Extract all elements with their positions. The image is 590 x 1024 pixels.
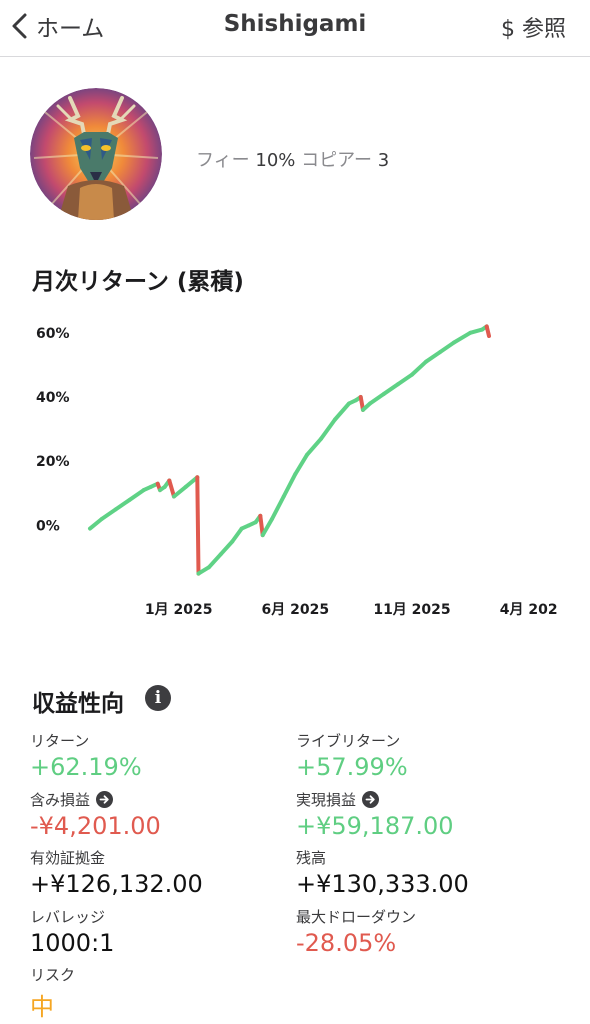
stat-label: 含み損益 bbox=[30, 789, 161, 810]
stat-item: 最大ドローダウン -28.05% bbox=[296, 906, 416, 957]
stat-value: +57.99% bbox=[296, 753, 408, 781]
stat-item: リターン +62.19% bbox=[30, 730, 142, 781]
stat-item: 有効証拠金 +¥126,132.00 bbox=[30, 847, 203, 898]
return-line-segment bbox=[305, 436, 323, 457]
stat-label-text: ライブリターン bbox=[296, 732, 401, 750]
y-tick-label: 40% bbox=[36, 390, 70, 406]
return-line-segment bbox=[333, 401, 351, 422]
return-line-segment bbox=[410, 359, 428, 377]
page-title: Shishigami bbox=[223, 11, 367, 37]
return-line-segment bbox=[319, 417, 337, 441]
reference-button[interactable]: $ 参照 bbox=[501, 17, 566, 42]
stat-label-text: 有効証拠金 bbox=[30, 849, 106, 867]
return-line-segment bbox=[88, 517, 104, 531]
return-line-segment bbox=[368, 391, 386, 406]
stat-value: 1000:1 bbox=[30, 929, 115, 957]
x-tick-label: 4月 202 bbox=[500, 602, 558, 618]
return-line-segment bbox=[172, 484, 188, 499]
nav-header: ホーム Shishigami $ 参照 bbox=[0, 0, 590, 57]
return-line-segment bbox=[452, 330, 473, 345]
return-line-segment bbox=[218, 539, 235, 557]
stat-value: -28.05% bbox=[296, 929, 397, 957]
return-line-segment bbox=[468, 327, 484, 335]
stat-item: 実現損益 +¥59,187.00 bbox=[296, 789, 454, 840]
stat-value: +¥59,187.00 bbox=[296, 812, 454, 840]
return-line-segment bbox=[281, 472, 298, 499]
stat-label: リスク bbox=[30, 964, 75, 985]
stat-item: 含み損益 -¥4,201.00 bbox=[30, 789, 161, 840]
return-line-segment bbox=[260, 517, 274, 538]
return-line-segment bbox=[127, 488, 146, 502]
stat-item: 残高 +¥130,333.00 bbox=[296, 847, 469, 898]
copiers-value: 3 bbox=[377, 150, 390, 171]
copiers-label: コピアー bbox=[301, 150, 373, 171]
return-line-segment bbox=[293, 452, 309, 477]
stat-value: +¥130,333.00 bbox=[296, 870, 469, 898]
x-tick-label: 11月 2025 bbox=[373, 602, 450, 618]
stat-label: リターン bbox=[30, 730, 142, 751]
stat-value: -¥4,201.00 bbox=[30, 812, 161, 840]
stat-label: 残高 bbox=[296, 847, 469, 868]
return-line-segment bbox=[230, 526, 244, 544]
stat-label-text: リターン bbox=[30, 732, 90, 750]
stat-value: +62.19% bbox=[30, 753, 142, 781]
stat-label-text: 実現損益 bbox=[296, 791, 357, 809]
y-tick-label: 0% bbox=[36, 518, 60, 534]
return-line-segment bbox=[270, 494, 286, 521]
arrow-right-circle-icon[interactable] bbox=[362, 791, 380, 808]
stat-label: ライブリターン bbox=[296, 730, 408, 751]
return-line-segment bbox=[396, 372, 414, 387]
chart-title: 月次リターン (累積) bbox=[32, 269, 244, 295]
stat-label-text: リスク bbox=[30, 966, 76, 984]
stat-label: 最大ドローダウン bbox=[296, 906, 416, 927]
cumulative-return-chart[interactable]: 60% 40% 20% 0% 1月 2025 6月 2025 11月 2025 4月 202 bbox=[0, 300, 590, 630]
fee-value: 10% bbox=[255, 150, 296, 171]
back-label: ホーム bbox=[36, 16, 105, 42]
stat-label-text: 含み損益 bbox=[30, 791, 91, 809]
return-line-segment bbox=[207, 552, 223, 570]
return-line-segment bbox=[438, 340, 456, 355]
y-tick-label: 60% bbox=[36, 326, 70, 342]
return-line-segment bbox=[167, 478, 176, 499]
arrow-right-circle-icon[interactable] bbox=[96, 791, 114, 808]
x-tick-label: 6月 2025 bbox=[262, 602, 330, 618]
return-line-segment bbox=[113, 497, 132, 512]
x-tick-label: 1月 2025 bbox=[145, 602, 213, 618]
return-line-segment bbox=[99, 507, 118, 521]
stats-title: 収益性向 bbox=[32, 691, 124, 717]
stat-value: +¥126,132.00 bbox=[30, 870, 203, 898]
return-line-segment bbox=[195, 475, 201, 576]
stat-label: レバレッジ bbox=[30, 906, 114, 927]
stag-avatar-image bbox=[30, 88, 162, 220]
profile-meta: フィー 10% コピアー 3 bbox=[196, 146, 389, 172]
y-tick-label: 20% bbox=[36, 454, 70, 470]
back-button[interactable]: ホーム bbox=[10, 8, 104, 44]
return-line-segment bbox=[424, 350, 442, 364]
stat-item: リスク中 bbox=[30, 964, 75, 1022]
info-icon[interactable]: i bbox=[145, 685, 171, 711]
stat-item: ライブリターン +57.99% bbox=[296, 730, 408, 781]
return-line-segment bbox=[382, 382, 400, 396]
fee-label: フィー bbox=[196, 150, 250, 171]
stat-label: 有効証拠金 bbox=[30, 847, 203, 868]
chevron-left-icon bbox=[12, 13, 27, 39]
stat-value: 中 bbox=[30, 993, 54, 1021]
stat-item: レバレッジ 1000:1 bbox=[30, 906, 114, 957]
stat-label-text: レバレッジ bbox=[30, 908, 106, 926]
return-line-segment bbox=[196, 565, 211, 576]
stat-label-text: 残高 bbox=[296, 849, 327, 867]
stat-label-text: 最大ドローダウン bbox=[296, 908, 417, 926]
avatar[interactable] bbox=[30, 88, 162, 220]
stat-label: 実現損益 bbox=[296, 789, 454, 810]
return-line-segment bbox=[484, 324, 491, 338]
